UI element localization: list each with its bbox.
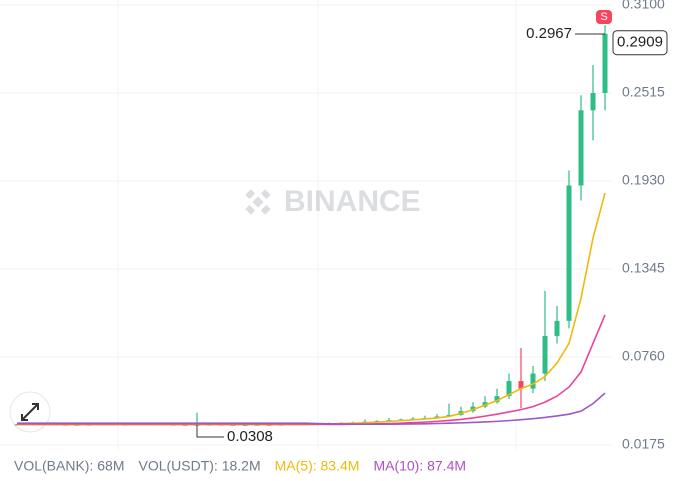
low-marker-label: 0.0308 — [227, 428, 273, 445]
candle-body — [242, 424, 248, 426]
candle-body — [518, 381, 524, 389]
y-tick-label: 0.2515 — [622, 84, 665, 100]
ma-line — [17, 392, 606, 426]
last-price-box — [612, 30, 668, 56]
candle-body — [554, 320, 560, 336]
ma-line — [17, 192, 606, 426]
candle-body — [506, 381, 512, 397]
sell-marker: S — [596, 10, 612, 24]
y-tick-label: 0.1345 — [622, 260, 665, 276]
y-tick-label: 0.1930 — [622, 172, 665, 188]
candle-body — [542, 335, 548, 374]
candle-body — [530, 373, 536, 389]
watermark: BINANCE — [245, 185, 421, 218]
y-tick-label: 0.0175 — [622, 436, 665, 452]
volume-legend: VOL(BANK): 68M — [14, 458, 124, 474]
y-tick-label: 0.3100 — [622, 0, 665, 12]
volume-legend: VOL(USDT): 18.2M — [138, 458, 260, 474]
high-marker-label: 0.2967 — [526, 25, 572, 42]
svg-text:S: S — [600, 11, 607, 23]
candle-body — [566, 185, 572, 321]
candle-body — [494, 396, 500, 403]
low-marker-line — [196, 424, 224, 438]
candle-body — [602, 33, 608, 93]
y-tick-label: 0.0760 — [622, 348, 665, 364]
watermark-text: BINANCE — [284, 185, 421, 218]
volume-legend: MA(5): 83.4M — [275, 458, 360, 474]
candle-body — [590, 93, 596, 111]
expand-button[interactable] — [9, 391, 51, 433]
ma-line — [17, 314, 606, 426]
volume-legend: MA(10): 87.4M — [373, 458, 466, 474]
candle-body — [578, 110, 584, 186]
last-price-label: 0.2909 — [617, 34, 663, 51]
